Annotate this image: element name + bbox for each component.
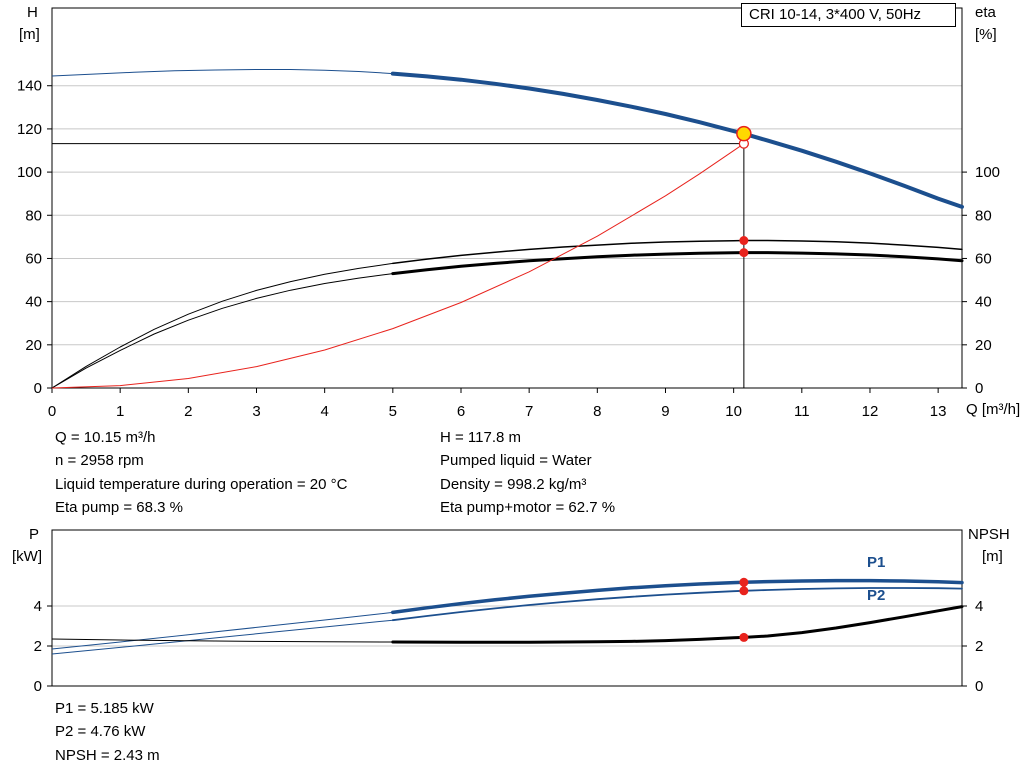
p2-curve-label: P2 — [867, 587, 886, 604]
info-pumped-liquid: Pumped liquid = Water — [440, 452, 592, 470]
hq-left-tick-label: 120 — [17, 121, 42, 138]
duty-info-left: Q = 10.15 m³/h n = 2958 rpm Liquid tempe… — [55, 426, 347, 520]
info-liquid-temp: Liquid temperature during operation = 20… — [55, 475, 348, 493]
operating-point-dot — [739, 632, 749, 642]
hq-left-tick-label: 20 — [25, 337, 42, 354]
affinity-parabola-thin — [51, 143, 745, 389]
operating-point-dot — [739, 577, 749, 587]
npsh-axis-label: NPSH — [968, 526, 1010, 543]
hq-left-tick-label: 0 — [34, 380, 42, 397]
info-p1: P1 = 5.185 kW — [55, 700, 154, 717]
hq-x-tick-label: 4 — [320, 403, 328, 420]
hq-x-tick-label: 11 — [794, 403, 810, 420]
hq-x-tick-label: 10 — [725, 403, 742, 420]
hq-x-tick-label: 3 — [252, 403, 260, 420]
power-right-tick-label: 2 — [975, 638, 983, 655]
hq-x-tick-label: 0 — [48, 403, 56, 420]
head-curve-thin — [51, 69, 393, 77]
operating-point-dot — [739, 236, 749, 246]
hq-x-tick-label: 6 — [457, 403, 465, 420]
hq-x-tick-label: 7 — [525, 403, 533, 420]
npsh-axis-unit: [m] — [982, 548, 1003, 565]
eta-pump-curve — [392, 239, 963, 265]
hq-x-tick-label: 5 — [389, 403, 397, 420]
info-eta-pump-motor: Eta pump+motor = 62.7 % — [440, 499, 616, 517]
power-left-tick-label: 4 — [34, 598, 42, 615]
eta-axis-unit: [%] — [975, 26, 997, 43]
npsh-curve — [391, 605, 964, 644]
operating-point-dot — [739, 586, 749, 596]
hq-x-tick-label: 1 — [116, 403, 124, 420]
info-p2: P2 = 4.76 kW — [55, 723, 146, 741]
hq-right-tick-label: 20 — [975, 337, 992, 354]
hq-left-tick-label: 40 — [25, 294, 42, 311]
duty-info-right: H = 117.8 m Pumped liquid = Water Densit… — [440, 426, 615, 520]
p1-curve-thin — [51, 611, 393, 650]
h-axis-unit: [m] — [19, 26, 40, 43]
hq-right-tick-label: 40 — [975, 294, 992, 311]
hq-x-tick-label: 13 — [930, 403, 947, 420]
p-axis-label: P — [29, 526, 40, 543]
power-left-tick-label: 2 — [34, 638, 42, 655]
p1-curve — [391, 578, 964, 615]
power-right-tick-label: 4 — [975, 598, 983, 615]
hq-x-tick-label: 9 — [661, 403, 669, 420]
info-flow: Q = 10.15 m³/h — [55, 429, 156, 446]
hq-left-tick-label: 100 — [17, 164, 42, 181]
q-axis-label: Q [m³/h] — [966, 401, 1021, 418]
hq-right-tick-label: 0 — [975, 380, 983, 397]
info-npsh: NPSH = 2.43 m — [55, 746, 160, 764]
power-left-tick-label: 0 — [34, 678, 42, 695]
p2-curve-thin — [51, 619, 393, 655]
info-head: H = 117.8 m — [440, 429, 522, 446]
hq-frame — [51, 7, 963, 389]
info-speed: n = 2958 rpm — [55, 452, 144, 470]
eta-axis-label: eta — [975, 4, 996, 21]
info-eta-pump: Eta pump = 68.3 % — [55, 499, 183, 517]
npsh-curve-thin — [51, 638, 393, 643]
power-right-tick-label: 0 — [975, 678, 983, 695]
operating-point-dot — [739, 248, 749, 258]
duty-point-marker[interactable] — [736, 125, 752, 142]
eta-pump-motor-curve — [391, 251, 964, 276]
hq-x-tick-label: 8 — [593, 403, 601, 420]
hq-right-tick-label: 60 — [975, 250, 992, 267]
hq-left-tick-label: 60 — [25, 250, 42, 267]
hq-x-tick-label: 12 — [862, 403, 879, 420]
p-axis-unit: [kW] — [12, 548, 42, 565]
pump-title-box: CRI 10-14, 3*400 V, 50Hz — [741, 3, 956, 27]
hq-left-tick-label: 140 — [17, 78, 42, 95]
p1-curve-label: P1 — [867, 554, 886, 571]
power-info: P1 = 5.185 kW P2 = 4.76 kW NPSH = 2.43 m — [55, 697, 160, 767]
hq-right-tick-label: 100 — [975, 164, 1000, 181]
eta-pump-curve-thin — [51, 262, 393, 389]
info-density: Density = 998.2 kg/m³ — [440, 475, 587, 493]
hq-x-tick-label: 2 — [184, 403, 192, 420]
h-axis-label: H — [27, 4, 38, 21]
hq-right-tick-label: 80 — [975, 207, 992, 224]
p2-curve — [391, 587, 963, 622]
eta-pump-motor-curve-thin — [51, 273, 393, 389]
head-curve — [390, 71, 964, 209]
hq-left-tick-label: 80 — [25, 207, 42, 224]
